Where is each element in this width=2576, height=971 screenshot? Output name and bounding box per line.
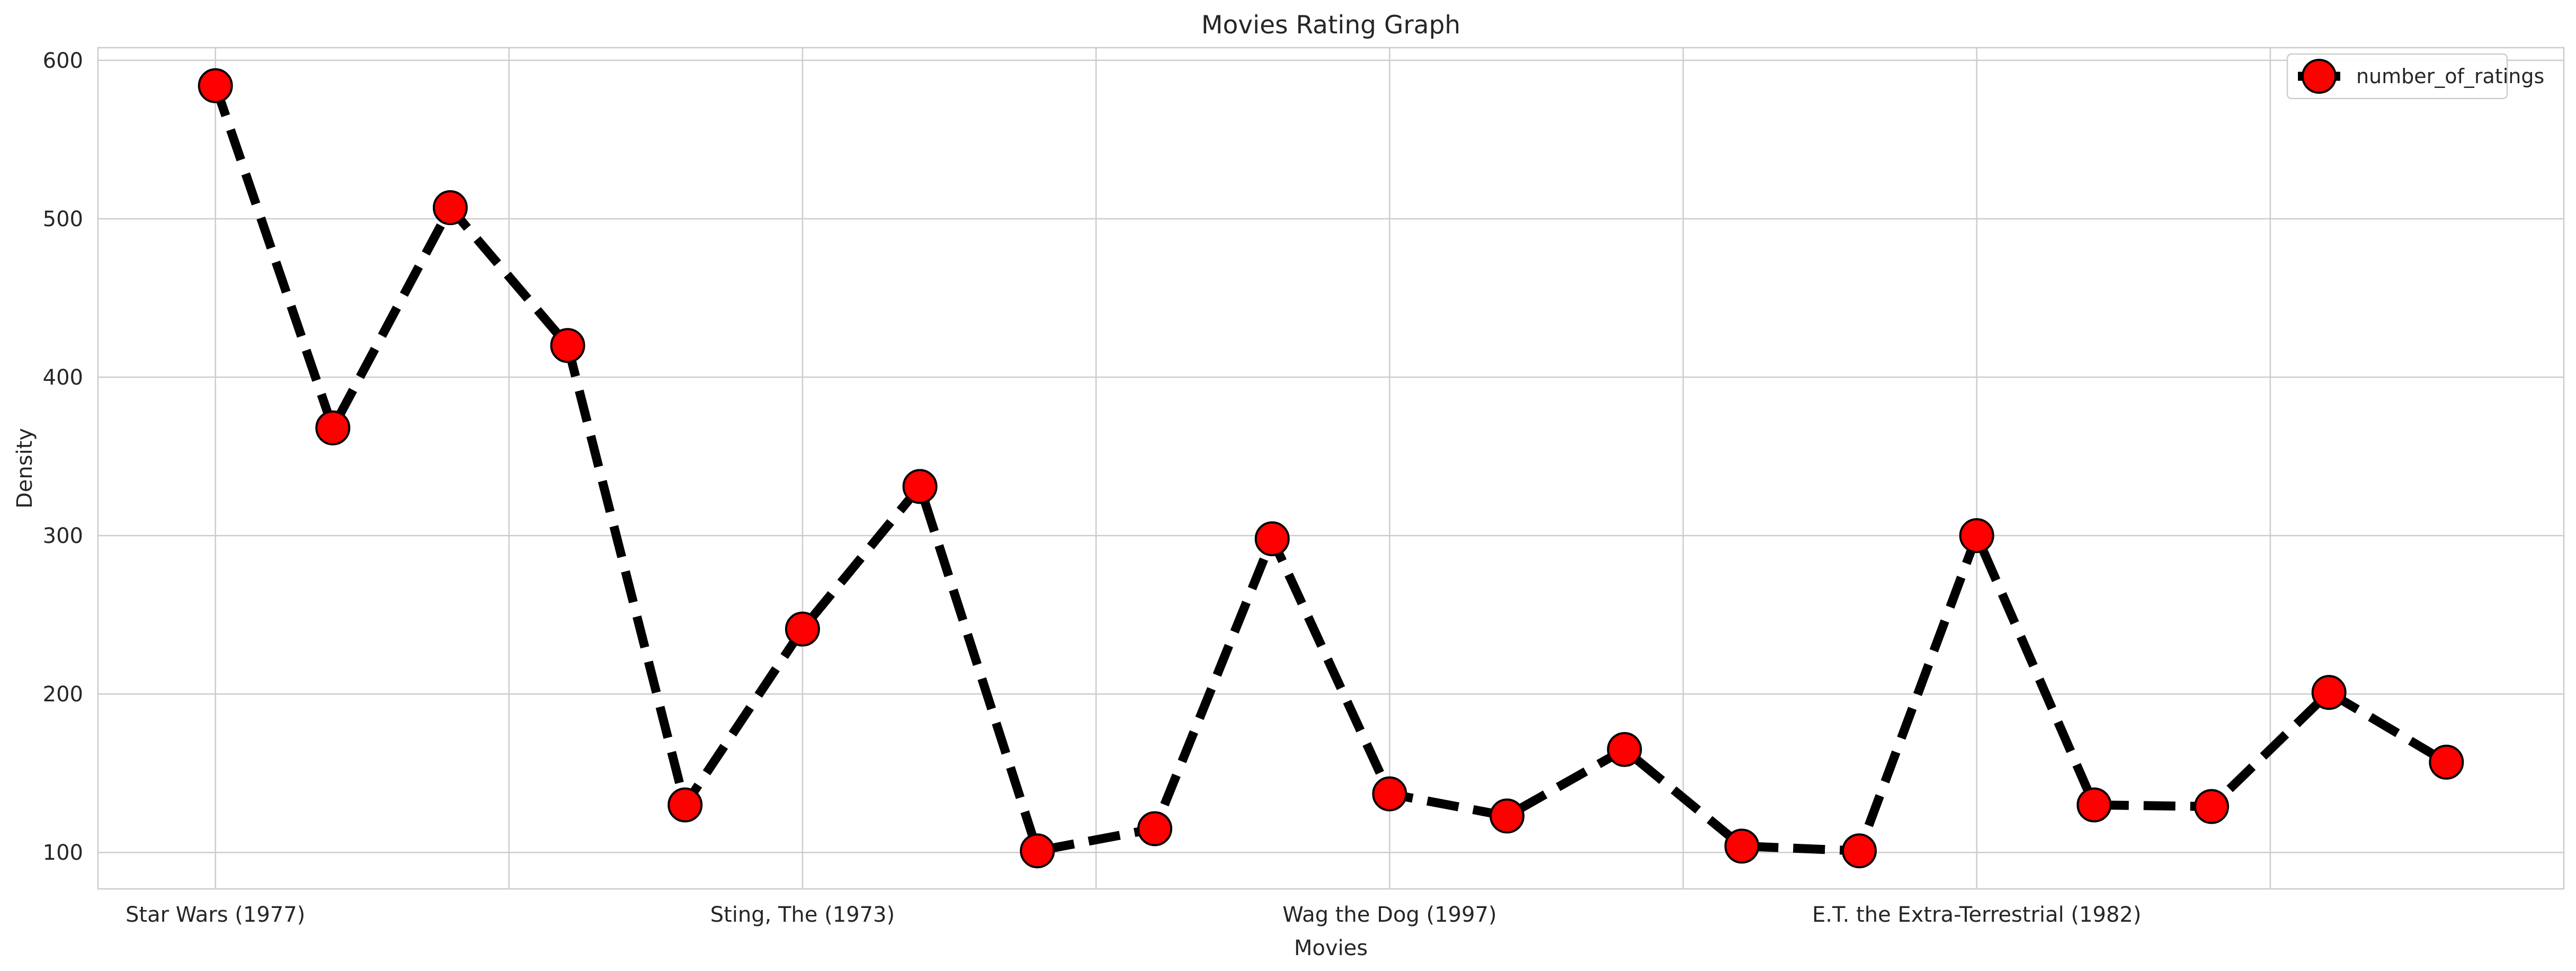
tick-labels: 100 200 300 400 500 600 Star Wars (1977) Sting,…: [43, 49, 2142, 927]
data-point: [1020, 833, 1055, 869]
y-axis-label: Density: [13, 428, 37, 509]
data-point: [2076, 787, 2112, 823]
data-point: [2429, 744, 2464, 780]
data-point: [315, 410, 351, 446]
x-axis-label: Movies: [1294, 936, 1368, 960]
legend-marker-swatch: [2302, 59, 2337, 94]
data-point: [1137, 811, 1172, 847]
y-tick-label: 400: [43, 366, 83, 390]
x-tick-label: E.T. the Extra-Terrestrial (1982): [1812, 903, 2141, 927]
data-point: [550, 328, 585, 363]
legend: number_of_ratings: [2286, 53, 2544, 100]
x-tick-label: Sting, The (1973): [710, 903, 895, 927]
data-point: [667, 787, 703, 823]
series-layer: [198, 68, 2464, 869]
data-point: [1959, 518, 1994, 554]
data-point: [433, 190, 468, 226]
data-point: [2194, 789, 2229, 824]
x-tick-label: Star Wars (1977): [126, 903, 305, 927]
data-point: [1607, 732, 1642, 767]
data-point: [1724, 829, 1760, 864]
data-point: [198, 68, 233, 103]
y-tick-label: 200: [43, 682, 83, 707]
data-point: [1842, 833, 1877, 869]
chart-title: Movies Rating Graph: [1201, 11, 1460, 40]
y-tick-label: 100: [43, 841, 83, 865]
y-tick-label: 500: [43, 207, 83, 231]
data-point: [902, 469, 938, 504]
y-tick-label: 600: [43, 49, 83, 73]
legend-box: [2286, 53, 2508, 100]
plot-frame: [97, 47, 2565, 890]
y-tick-label: 300: [43, 524, 83, 548]
legend-label: number_of_ratings: [2356, 65, 2544, 88]
data-point: [1372, 776, 1407, 812]
data-point: [2311, 675, 2347, 710]
data-point: [1490, 798, 1525, 834]
x-tick-label: Wag the Dog (1997): [1282, 903, 1496, 927]
data-point: [785, 611, 820, 647]
series-line-number-of-ratings: [211, 84, 2449, 856]
data-point: [1254, 521, 1290, 557]
